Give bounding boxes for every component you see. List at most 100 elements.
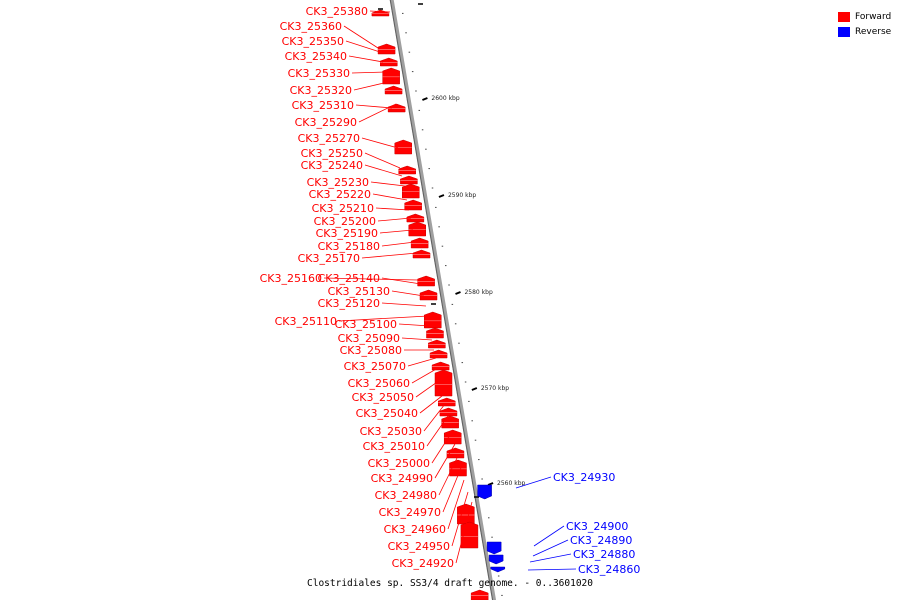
leader-line <box>364 152 401 169</box>
gene-label-ck3_25000[interactable]: CK3_25000 <box>368 457 430 470</box>
gene-label-ck3_25040[interactable]: CK3_25040 <box>356 407 418 420</box>
gene-label-ck3_24920[interactable]: CK3_24920 <box>392 557 454 570</box>
major-tick <box>487 482 494 486</box>
leader-line <box>358 103 397 123</box>
forward-gene-block <box>406 213 425 223</box>
forward-gene-block <box>377 43 396 55</box>
leader-line <box>407 357 437 367</box>
major-tick <box>471 387 478 391</box>
gene-label-ck3_25160[interactable]: CK3_25160 <box>260 272 322 285</box>
legend-item-reverse: Reverse <box>838 24 891 39</box>
gene-label-ck3_24890[interactable]: CK3_24890 <box>570 534 632 547</box>
gene-label-ck3_25340[interactable]: CK3_25340 <box>285 50 347 63</box>
gene-label-ck3_25200[interactable]: CK3_25200 <box>314 215 376 228</box>
tick-label: 2580 kbp <box>464 289 492 296</box>
gene-label-ck3_25060[interactable]: CK3_25060 <box>348 377 410 390</box>
forward-gene-block <box>382 67 400 85</box>
forward-gene-block <box>394 139 413 155</box>
forward-gene-block <box>431 361 450 371</box>
forward-gene-block <box>428 339 446 349</box>
leader-line <box>447 479 465 530</box>
gene-label-ck3_25250[interactable]: CK3_25250 <box>301 147 363 160</box>
gene-label-ck3_25320[interactable]: CK3_25320 <box>290 84 352 97</box>
leader-line <box>370 181 406 187</box>
gene-label-ck3_25360[interactable]: CK3_25360 <box>280 20 342 33</box>
leader-line <box>527 568 577 571</box>
leader-line <box>451 491 469 547</box>
gene-label-ck3_25080[interactable]: CK3_25080 <box>340 344 402 357</box>
gene-label-ck3_25180[interactable]: CK3_25180 <box>318 240 380 253</box>
leader-line <box>372 193 408 201</box>
tick-layer: 2600 kbp 2590 kbp 2580 kbp 2570 kbp 2560 kbp <box>378 3 526 596</box>
gene-label-ck3_25310[interactable]: CK3_25310 <box>292 99 354 112</box>
gene-label-ck3_24930[interactable]: CK3_24930 <box>553 471 615 484</box>
forward-gene-block <box>410 237 429 249</box>
gene-label-ck3_24990[interactable]: CK3_24990 <box>371 472 433 485</box>
gene-label-ck3_24860[interactable]: CK3_24860 <box>578 563 640 576</box>
gene-label-ck3_25210[interactable]: CK3_25210 <box>312 202 374 215</box>
gene-label-ck3_25380[interactable]: CK3_25380 <box>306 5 368 18</box>
gene-label-ck3_25130[interactable]: CK3_25130 <box>328 285 390 298</box>
forward-gene-block <box>437 397 456 407</box>
leader-line <box>351 71 387 74</box>
gene-label-ck3_25140[interactable]: CK3_25140 <box>318 272 380 285</box>
gene-label-ck3_25230[interactable]: CK3_25230 <box>307 176 369 189</box>
forward-gene-block <box>429 349 448 359</box>
leader-line <box>529 553 572 563</box>
forward-gene-block <box>402 183 420 199</box>
leader-line <box>415 379 441 398</box>
gene-label-ck3_25270[interactable]: CK3_25270 <box>298 132 360 145</box>
gene-label-ck3_24970[interactable]: CK3_24970 <box>379 506 441 519</box>
gene-label-ck3_25350[interactable]: CK3_25350 <box>282 35 344 48</box>
leader-line <box>348 55 384 63</box>
leader-line <box>455 501 473 564</box>
gene-label-ck3_24960[interactable]: CK3_24960 <box>384 523 446 536</box>
forward-gene-block <box>412 249 431 259</box>
gene-label-ck3_24900[interactable]: CK3_24900 <box>566 520 628 533</box>
backbone-edge <box>389 0 494 600</box>
gene-label-ck3_25240[interactable]: CK3_25240 <box>301 159 363 172</box>
leader-line <box>438 455 459 496</box>
forward-gene-block <box>439 407 458 417</box>
forward-gene-block <box>380 57 398 67</box>
forward-gene-block <box>398 165 416 175</box>
leader-line <box>345 40 381 53</box>
forward-gene-block <box>408 221 426 237</box>
reverse-swatch <box>838 26 850 37</box>
leader-line <box>355 104 393 109</box>
leader-line <box>532 539 569 557</box>
gene-label-ck3_24980[interactable]: CK3_24980 <box>375 489 437 502</box>
gene-label-ck3_25090[interactable]: CK3_25090 <box>338 332 400 345</box>
leader-line <box>323 277 419 281</box>
gene-label-ck3_25050[interactable]: CK3_25050 <box>352 391 414 404</box>
tick-label: 2600 kbp <box>431 95 459 102</box>
leader-line <box>426 415 449 447</box>
legend-label-forward: Forward <box>855 11 892 22</box>
gene-label-ck3_25010[interactable]: CK3_25010 <box>363 440 425 453</box>
gene-label-ck3_25330[interactable]: CK3_25330 <box>288 67 350 80</box>
gene-label-ck3_25220[interactable]: CK3_25220 <box>309 188 371 201</box>
reverse-gene-block <box>488 554 504 565</box>
leader-line <box>434 443 456 479</box>
forward-gene-block <box>426 327 444 339</box>
gene-label-ck3_24950[interactable]: CK3_24950 <box>388 540 450 553</box>
gene-label-ck3_25170[interactable]: CK3_25170 <box>298 252 360 265</box>
gene-label-ck3_25190[interactable]: CK3_25190 <box>316 227 378 240</box>
leader-line <box>381 277 422 285</box>
leader-line <box>515 476 552 489</box>
gene-label-ck3_25030[interactable]: CK3_25030 <box>360 425 422 438</box>
leader-line <box>369 10 391 13</box>
gene-label-ck3_24880[interactable]: CK3_24880 <box>573 548 635 561</box>
forward-gene-block <box>384 85 403 95</box>
gene-label-ck3_25110[interactable]: CK3_25110 <box>275 315 337 328</box>
gene-label-ck3_25120[interactable]: CK3_25120 <box>318 297 380 310</box>
leader-line <box>381 241 416 247</box>
major-tick <box>438 194 445 198</box>
leader-line <box>533 525 565 547</box>
gene-label-ck3_25100[interactable]: CK3_25100 <box>335 318 397 331</box>
gene-label-ck3_25070[interactable]: CK3_25070 <box>344 360 406 373</box>
gene-label-ck3_25290[interactable]: CK3_25290 <box>295 116 357 129</box>
major-tick <box>455 291 461 295</box>
leader-line <box>338 315 429 322</box>
